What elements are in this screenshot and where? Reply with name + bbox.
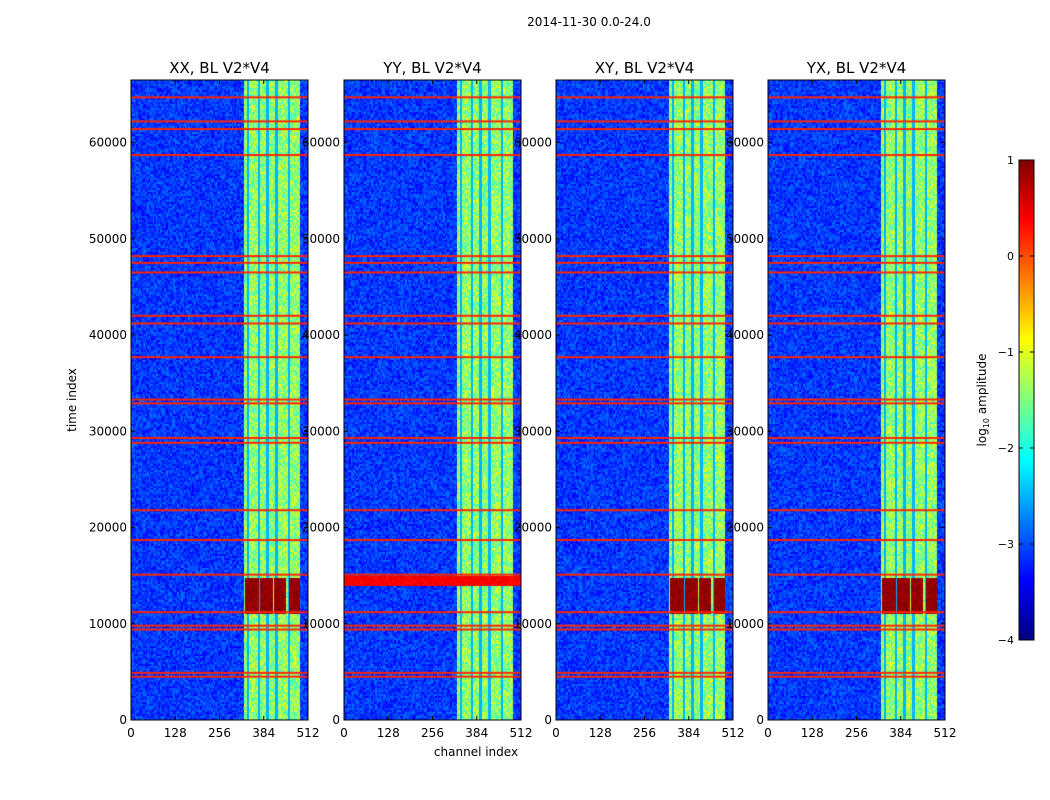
y-axis-label: time index bbox=[65, 368, 79, 432]
x-tick-label: 128 bbox=[589, 726, 612, 740]
y-tick-label: 0 bbox=[756, 713, 764, 727]
heatmap-image bbox=[344, 80, 521, 720]
colorbar-label-sub: 10 bbox=[982, 418, 991, 428]
x-tick-label: 256 bbox=[421, 726, 444, 740]
x-tick-label: 384 bbox=[889, 726, 912, 740]
y-tick-label: 0 bbox=[332, 713, 340, 727]
panel-title: XY, BL V2*V4 bbox=[595, 59, 695, 77]
x-tick-label: 256 bbox=[208, 726, 231, 740]
colorbar-gradient bbox=[1018, 159, 1035, 641]
x-tick-label: 384 bbox=[677, 726, 700, 740]
colorbar-tick-label: −2 bbox=[998, 442, 1014, 455]
x-tick-label: 512 bbox=[510, 726, 533, 740]
y-tick-label: 60000 bbox=[726, 136, 764, 150]
panel: XY, BL V2*V4 0 128 256 384 512 0 10000 20000 3000… bbox=[514, 59, 745, 740]
y-tick-label: 60000 bbox=[302, 136, 340, 150]
heatmap-image bbox=[556, 80, 733, 720]
x-tick-label: 0 bbox=[127, 726, 135, 740]
colorbar-label-prefix: log bbox=[975, 428, 989, 446]
y-tick-label: 50000 bbox=[89, 232, 127, 246]
y-tick-label: 60000 bbox=[514, 136, 552, 150]
y-tick-label: 20000 bbox=[514, 521, 552, 535]
colorbar-ticks: 1 0 −1 −2 −3 −4 bbox=[998, 154, 1034, 647]
y-tick-label: 10000 bbox=[302, 617, 340, 631]
x-tick-label: 256 bbox=[633, 726, 656, 740]
y-tick-label: 30000 bbox=[302, 424, 340, 438]
x-tick-label: 128 bbox=[377, 726, 400, 740]
x-tick-label: 128 bbox=[801, 726, 824, 740]
y-tick-label: 60000 bbox=[89, 136, 127, 150]
x-tick-label: 512 bbox=[297, 726, 320, 740]
colorbar: 10−1−2−3−4 log10 amplitude bbox=[975, 154, 1035, 647]
x-axis-label: channel index bbox=[434, 745, 518, 759]
y-tick-label: 20000 bbox=[726, 521, 764, 535]
y-tick-label: 0 bbox=[544, 713, 552, 727]
y-tick-label: 40000 bbox=[89, 328, 127, 342]
panel-title: YX, BL V2*V4 bbox=[806, 59, 907, 77]
y-tick-label: 30000 bbox=[89, 424, 127, 438]
x-tick-label: 512 bbox=[934, 726, 957, 740]
y-tick-label: 40000 bbox=[302, 328, 340, 342]
colorbar-tick-label: −1 bbox=[998, 346, 1014, 359]
heatmap-image bbox=[131, 80, 308, 720]
y-tick-label: 40000 bbox=[726, 328, 764, 342]
colorbar-tick-label: 1 bbox=[1007, 154, 1014, 167]
x-tick-label: 0 bbox=[340, 726, 348, 740]
y-tick-label: 50000 bbox=[726, 232, 764, 246]
y-tick-label: 50000 bbox=[514, 232, 552, 246]
x-tick-label: 0 bbox=[552, 726, 560, 740]
figure-title: 2014-11-30 0.0-24.0 bbox=[527, 15, 651, 29]
y-tick-label: 40000 bbox=[514, 328, 552, 342]
y-tick-label: 10000 bbox=[89, 617, 127, 631]
panel: XX, BL V2*V4 0 128 256 384 512 0 10000 20000 3000… bbox=[89, 59, 320, 740]
y-tick-label: 20000 bbox=[302, 521, 340, 535]
x-tick-label: 256 bbox=[845, 726, 868, 740]
x-tick-label: 384 bbox=[252, 726, 275, 740]
y-tick-label: 30000 bbox=[514, 424, 552, 438]
y-tick-label: 30000 bbox=[726, 424, 764, 438]
colorbar-tick-label: 0 bbox=[1007, 250, 1014, 263]
x-tick-label: 512 bbox=[722, 726, 745, 740]
y-tick-label: 10000 bbox=[514, 617, 552, 631]
panel-title: YY, BL V2*V4 bbox=[382, 59, 481, 77]
y-tick-label: 0 bbox=[119, 713, 127, 727]
colorbar-tick-label: −4 bbox=[998, 634, 1014, 647]
panel: YX, BL V2*V4 0 128 256 384 512 0 10000 20000 3000… bbox=[726, 59, 957, 740]
colorbar-tick-label: −3 bbox=[998, 538, 1014, 551]
x-tick-label: 0 bbox=[764, 726, 772, 740]
x-tick-label: 128 bbox=[164, 726, 187, 740]
x-tick-label: 384 bbox=[465, 726, 488, 740]
y-tick-label: 10000 bbox=[726, 617, 764, 631]
heatmap-panels: XX, BL V2*V4 0 128 256 384 512 0 10000 20000 3000… bbox=[89, 59, 957, 740]
panel: YY, BL V2*V4 0 128 256 384 512 0 10000 20000 3000… bbox=[302, 59, 533, 740]
colorbar-label: log10 amplitude bbox=[975, 354, 991, 447]
y-tick-label: 50000 bbox=[302, 232, 340, 246]
colorbar-label-suffix: amplitude bbox=[975, 354, 989, 418]
panel-title: XX, BL V2*V4 bbox=[169, 59, 270, 77]
heatmap-image bbox=[768, 80, 945, 720]
y-tick-label: 20000 bbox=[89, 521, 127, 535]
